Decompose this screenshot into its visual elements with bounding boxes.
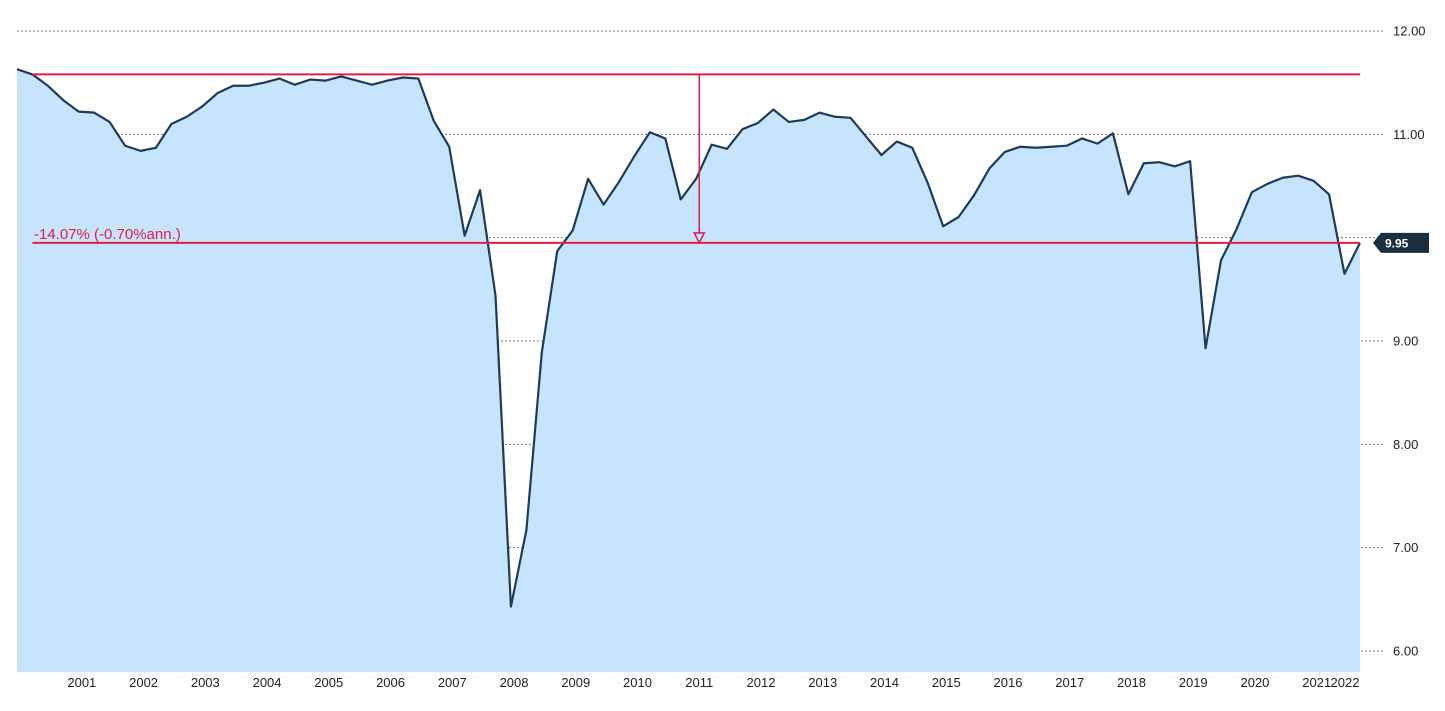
- x-tick-label: 2005: [314, 675, 343, 690]
- last-value-label: 9.95: [1385, 236, 1409, 250]
- x-tick-label: 2012: [747, 675, 776, 690]
- x-tick-label: 2014: [870, 675, 899, 690]
- x-tick-label: 2007: [438, 675, 467, 690]
- x-tick-label: 2001: [67, 675, 96, 690]
- reference-lines: [32, 73, 1360, 245]
- x-axis-ticks: 2001 2002 2003 2004 2005 2006 2007 2008 2009 2010…: [67, 675, 1359, 690]
- annotations: -14.07% (-0.70%ann.) 9.95: [34, 226, 1429, 253]
- x-tick-label: 2019: [1179, 675, 1208, 690]
- x-tick-label: 2006: [376, 675, 405, 690]
- x-tick-label: 2022: [1331, 675, 1360, 690]
- series-area-layer: [17, 69, 1360, 673]
- x-tick-label: 2004: [253, 675, 282, 690]
- x-tick-label: 2018: [1117, 675, 1146, 690]
- x-tick-label: 2020: [1240, 675, 1269, 690]
- y-tick-label: 6.00: [1393, 644, 1418, 659]
- x-tick-label: 2016: [994, 675, 1023, 690]
- x-tick-label: 2011: [685, 675, 713, 690]
- series-line: [16, 68, 1361, 608]
- series-area-fill: [17, 69, 1360, 673]
- x-tick-label: 2009: [561, 675, 590, 690]
- series-line-layer: [16, 68, 1361, 608]
- x-tick-label: 2013: [808, 675, 837, 690]
- x-tick-label: 2010: [623, 675, 652, 690]
- x-tick-label: 2003: [191, 675, 220, 690]
- x-tick-label: 2015: [932, 675, 961, 690]
- x-tick-label: 2021: [1302, 675, 1331, 690]
- drop-arrow-head: [693, 232, 706, 245]
- change-annotation: -14.07% (-0.70%ann.): [34, 226, 181, 243]
- y-tick-label: 12.00: [1393, 24, 1426, 39]
- x-tick-label: 2017: [1055, 675, 1084, 690]
- x-tick-label: 2002: [129, 675, 158, 690]
- y-tick-label: 9.00: [1393, 334, 1418, 349]
- x-tick-label: 2008: [500, 675, 529, 690]
- last-value-badge: [1373, 232, 1429, 253]
- y-tick-label: 11.00: [1393, 127, 1425, 142]
- y-tick-label: 7.00: [1393, 540, 1418, 555]
- y-tick-label: 8.00: [1393, 437, 1418, 452]
